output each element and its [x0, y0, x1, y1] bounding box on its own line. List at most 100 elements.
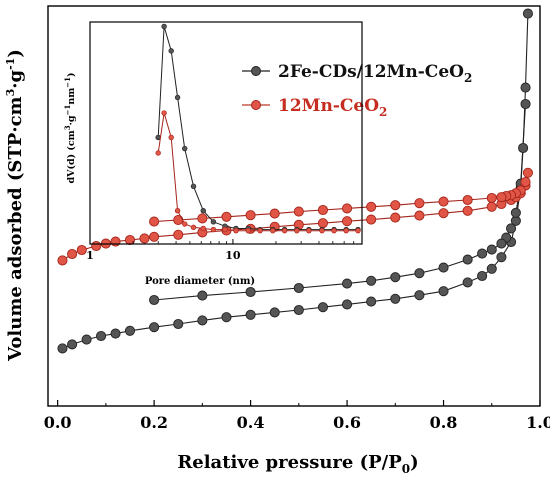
- series-1-desorption-point: [366, 275, 377, 286]
- series-2-desorption-point: [390, 200, 401, 211]
- inset-series-2-point: [281, 227, 288, 234]
- main-x-tick-label: 0.6: [333, 413, 361, 432]
- main-x-tick-label: 0.8: [430, 413, 458, 432]
- series-1-adsorption-point: [149, 322, 160, 333]
- inset-series-1-point: [182, 145, 188, 152]
- series-2-adsorption-point: [414, 210, 425, 221]
- series-2-adsorption-point: [57, 255, 68, 266]
- series-1-adsorption-point: [197, 315, 208, 326]
- legend-label-series-1: 2Fe-CDs/12Mn-CeO2: [278, 62, 472, 85]
- series-2-desorption-point: [149, 216, 160, 227]
- series-2-desorption-point: [366, 201, 377, 212]
- series-2-desorption-point: [245, 210, 256, 221]
- series-2-adsorption-point: [173, 229, 184, 240]
- legend: 2Fe-CDs/12Mn-CeO2 12Mn-CeO2: [242, 62, 472, 119]
- series-2-adsorption-point: [342, 216, 353, 227]
- series-2-adsorption-point: [462, 205, 473, 216]
- series-1-adsorption-point: [477, 270, 488, 282]
- inset-series-2-point: [168, 134, 174, 141]
- series-2-adsorption-point: [149, 231, 160, 242]
- inset-series-2-point: [182, 221, 188, 227]
- series-2-desorption-point: [269, 208, 280, 219]
- main-y-axis-label: Volume adsorbed (STP·cm3·g-1): [4, 49, 26, 362]
- inset-y-label-sup3: −1: [63, 77, 72, 88]
- series-2-desorption-point: [414, 198, 425, 209]
- inset-series-1-point: [174, 94, 181, 101]
- x-axis-label-close: ): [410, 452, 419, 473]
- inset-series-2-point: [257, 227, 263, 234]
- inset-series-2-point: [174, 208, 181, 214]
- series-2-adsorption-point: [486, 201, 497, 212]
- series-1-adsorption-point: [269, 307, 280, 318]
- y-axis-label-sup2: -1: [4, 58, 17, 70]
- inset-y-label-mid: ·g: [66, 115, 77, 125]
- legend-item-series-2: 12Mn-CeO2: [242, 96, 387, 119]
- series-1-adsorption-point: [57, 343, 68, 354]
- legend-marker-series-2: [251, 100, 261, 110]
- legend-label-series-2-sub: 2: [379, 105, 387, 119]
- series-1-adsorption-point: [293, 304, 304, 316]
- series-2-adsorption-point: [366, 214, 377, 225]
- inset-series-2-point: [222, 226, 228, 233]
- inset-y-label-mid2: nm: [66, 88, 77, 105]
- series-1-adsorption-point: [81, 334, 92, 345]
- inset-series-2-point: [210, 226, 217, 233]
- series-1-desorption-point: [438, 262, 449, 273]
- series-2-adsorption-point: [438, 208, 449, 219]
- series-1-desorption-point: [245, 286, 256, 298]
- series-2-desorption-point: [221, 211, 232, 222]
- series-2-desorption-point: [293, 206, 304, 217]
- series-1-desorption-point: [477, 248, 488, 259]
- legend-label-series-2: 12Mn-CeO2: [278, 96, 387, 119]
- series-2-desorption-point: [317, 204, 328, 216]
- series-1-desorption-point: [462, 254, 473, 265]
- series-1-adsorption-point: [438, 286, 449, 297]
- x-axis-label-main: Relative pressure (P/P: [177, 452, 402, 473]
- series-2-desorption-point: [342, 203, 353, 214]
- series-2-desorption-point: [197, 213, 208, 224]
- inset-series-2-point: [343, 227, 349, 234]
- series-1-adsorption-point: [245, 309, 256, 320]
- series-1-adsorption-point: [414, 290, 425, 301]
- main-series-layer: [57, 8, 533, 354]
- series-1-desorption-point: [486, 244, 497, 255]
- series-2-adsorption-point: [317, 218, 328, 229]
- inset-x-axis-label: Pore diameter (nm): [145, 276, 255, 287]
- series-2-adsorption-point: [390, 212, 401, 223]
- y-axis-label-mid: ·g: [5, 69, 26, 88]
- series-1-adsorption-point: [173, 318, 184, 330]
- y-axis-label-sup1: 3: [4, 89, 17, 97]
- series-2-desorption-point: [462, 194, 473, 206]
- inset-series-1-point: [210, 219, 217, 225]
- main-x-tick-label: 1.0: [526, 413, 550, 432]
- inset-series-1-point: [168, 48, 174, 54]
- inset-series-2-point: [306, 227, 312, 234]
- main-x-tick-label: 0.2: [140, 413, 168, 432]
- inset-x-tick-label: 1: [86, 249, 94, 262]
- series-1-adsorption-point: [518, 142, 529, 154]
- series-1-desorption-point: [520, 98, 531, 110]
- series-2-desorption-point: [520, 176, 531, 188]
- series-2-adsorption-point: [76, 244, 87, 256]
- inset-series-2-point: [190, 224, 197, 231]
- inset-y-label-main: dV(d) (cm: [66, 130, 77, 183]
- series-2-adsorption-point: [139, 233, 150, 244]
- inset-series-2-point: [294, 227, 300, 234]
- main-x-tick-label: 0.4: [237, 413, 265, 432]
- x-axis-label-sub: 0: [402, 462, 410, 476]
- series-1-adsorption-point: [342, 299, 353, 310]
- inset-series-1-point: [190, 183, 197, 189]
- series-1-adsorption-point: [486, 263, 497, 274]
- main-x-tick-label: 0.0: [44, 413, 72, 432]
- series-1-adsorption-point: [124, 325, 136, 336]
- series-1-desorption-point: [342, 278, 353, 289]
- series-2-adsorption-point: [522, 167, 533, 178]
- main-x-axis-label: Relative pressure (P/P0): [177, 452, 418, 476]
- series-1-desorption-point: [496, 238, 507, 249]
- series-1-adsorption-point: [522, 8, 533, 19]
- inset-series-2-point: [155, 150, 161, 156]
- series-1-adsorption-point: [496, 252, 507, 263]
- inset-y-axis-label: dV(d) (cm3·g−1nm−1): [63, 72, 77, 183]
- series-1-desorption-point: [197, 290, 208, 301]
